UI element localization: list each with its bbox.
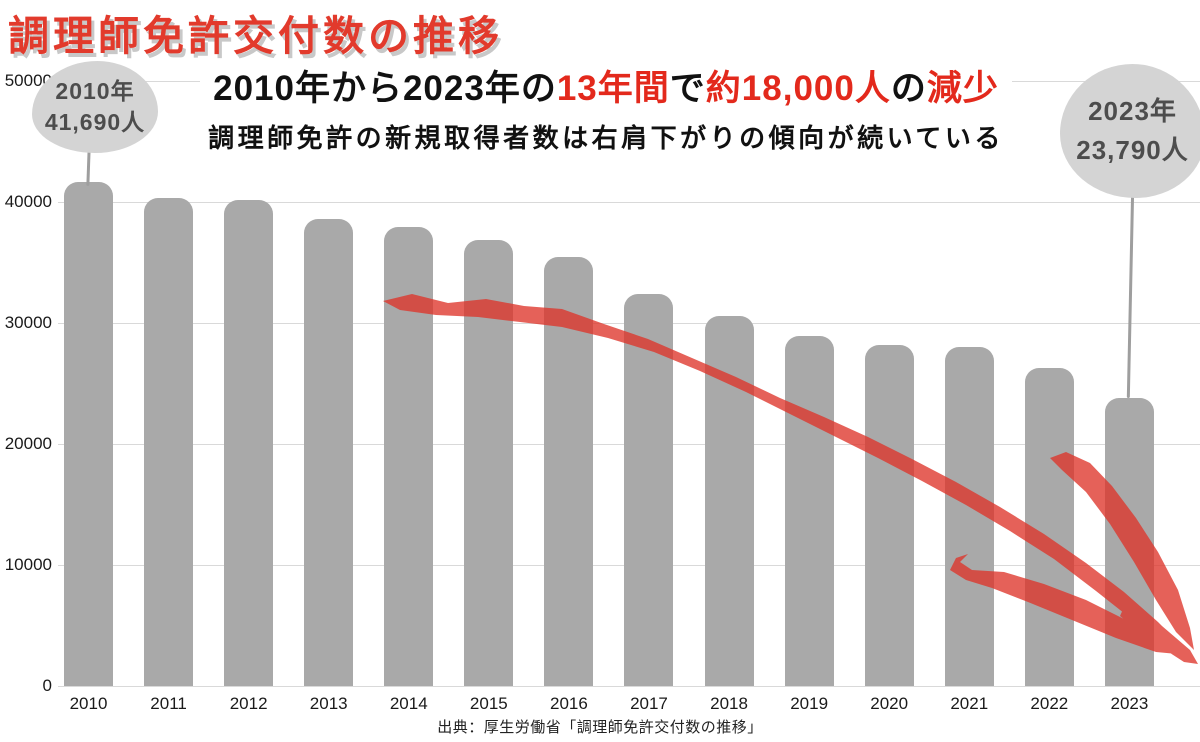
x-tick-2018: 2018 bbox=[710, 694, 748, 713]
x-tick-2020: 2020 bbox=[870, 694, 909, 713]
y-tick-30000: 30000 bbox=[4, 313, 52, 332]
callout-end-year: 2023年 bbox=[1088, 96, 1177, 126]
x-tick-2016: 2016 bbox=[549, 694, 588, 713]
bar-2012 bbox=[224, 200, 274, 686]
x-tick-2023: 2023 bbox=[1110, 694, 1149, 713]
y-tick-50000: 50000 bbox=[4, 71, 52, 90]
bar-2013 bbox=[304, 218, 354, 686]
x-tick-2015: 2015 bbox=[469, 694, 508, 713]
y-tick-0: 0 bbox=[42, 676, 52, 695]
bar-2022 bbox=[1024, 368, 1074, 686]
bar-2023 bbox=[1104, 398, 1154, 686]
bar-2010 bbox=[64, 181, 113, 686]
page-title: 調理師免許交付数の推移 bbox=[8, 13, 503, 59]
headline-block: 2010年から2023年の13年間で約18,000人の減少 調理師免許の新規取得… bbox=[200, 58, 1012, 161]
x-tick-2013: 2013 bbox=[309, 694, 348, 713]
gridline-0 bbox=[58, 686, 1200, 687]
callout-end-bubble: 2023年 23,790人 bbox=[1060, 64, 1200, 198]
bar-2020 bbox=[864, 345, 914, 686]
bar-2018 bbox=[704, 315, 754, 686]
x-tick-2012: 2012 bbox=[229, 694, 268, 713]
headline-segment-highlight: 約18,000人 bbox=[705, 69, 891, 108]
x-tick-2014: 2014 bbox=[389, 694, 428, 713]
bar-2021 bbox=[944, 347, 994, 686]
headline-segment: で bbox=[669, 69, 706, 108]
x-tick-2019: 2019 bbox=[790, 694, 829, 713]
y-tick-40000: 40000 bbox=[4, 192, 52, 211]
x-tick-2021: 2021 bbox=[950, 694, 989, 713]
bar-2016 bbox=[544, 257, 594, 686]
bar-2011 bbox=[144, 197, 194, 686]
headline-segment-highlight: 減少 bbox=[926, 69, 999, 108]
headline-segment: の bbox=[890, 69, 927, 108]
x-tick-2010: 2010 bbox=[69, 694, 108, 713]
headline-segment: 2010年から2023年の bbox=[213, 69, 557, 108]
y-tick-20000: 20000 bbox=[4, 434, 52, 453]
bar-2014 bbox=[384, 227, 434, 686]
x-tick-2022: 2022 bbox=[1030, 694, 1069, 713]
bar-2015 bbox=[464, 240, 514, 686]
bar-2019 bbox=[784, 335, 834, 686]
x-tick-2011: 2011 bbox=[150, 694, 187, 713]
source-note: 出典：厚生労働省「調理師免許交付数の推移」 bbox=[437, 719, 763, 736]
callout-end-count: 23,790人 bbox=[1076, 135, 1189, 165]
callout-start-bubble: 2010年 41,690人 bbox=[32, 61, 158, 153]
y-tick-10000: 10000 bbox=[4, 555, 52, 574]
callout-start-year: 2010年 bbox=[55, 77, 135, 104]
headline-segment-highlight: 13年間 bbox=[556, 69, 670, 108]
subheadline: 調理師免許の新規取得者数は右肩下がりの傾向が続いている bbox=[208, 123, 1004, 153]
headline: 2010年から2023年の13年間で約18,000人の減少 bbox=[200, 60, 1012, 111]
x-tick-2017: 2017 bbox=[630, 694, 668, 713]
gridline-40000 bbox=[58, 202, 1200, 203]
callout-start-count: 41,690人 bbox=[44, 109, 146, 135]
bar-2017 bbox=[624, 293, 674, 686]
